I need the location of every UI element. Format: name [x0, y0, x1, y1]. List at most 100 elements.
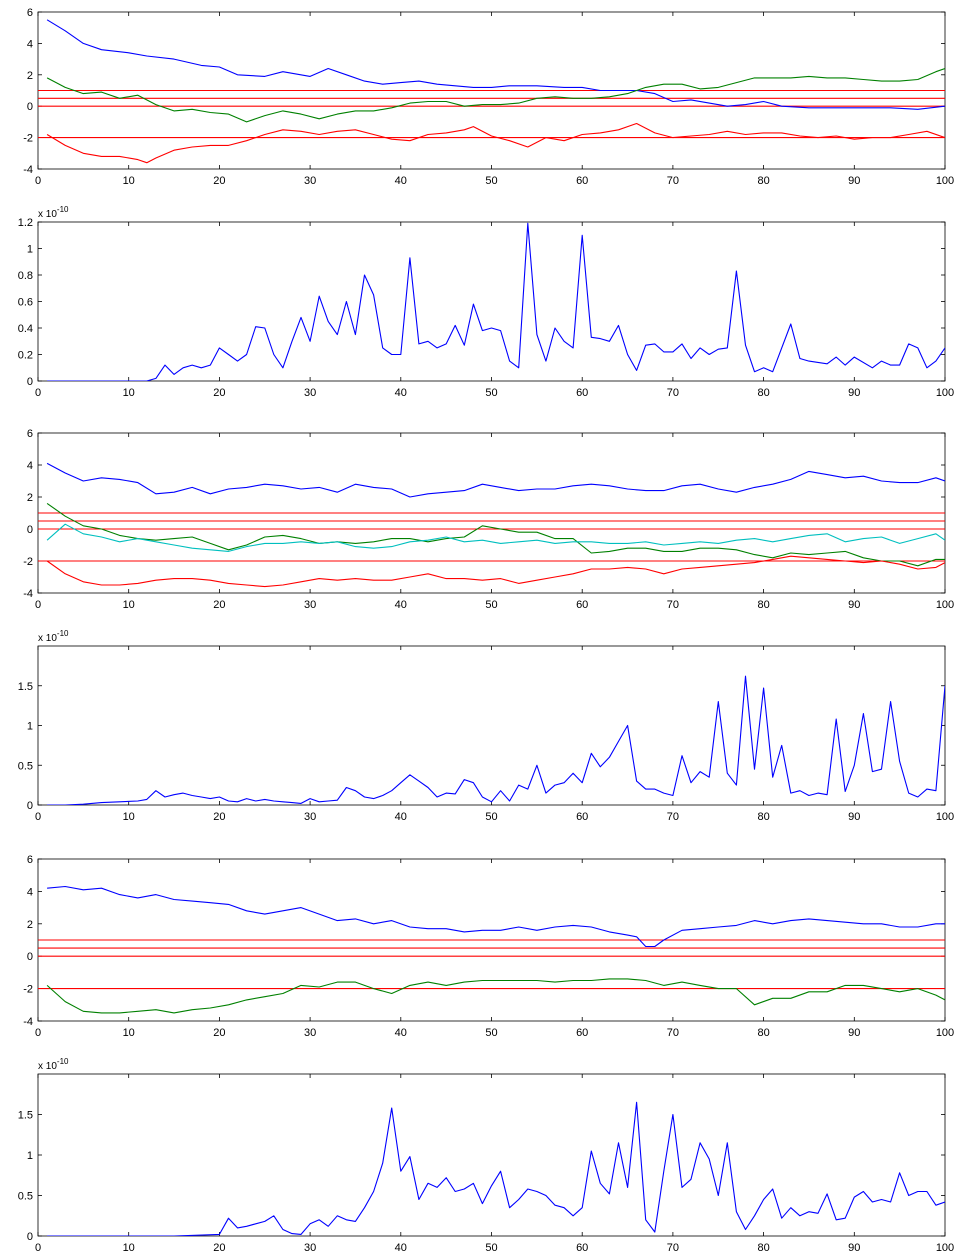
x-tick-label: 0	[35, 1242, 41, 1254]
x-tick-label: 50	[485, 1242, 497, 1254]
chart-panel-6: 0 10 20 30 40 50 60 70 80 90 100 0 0.5 1 1.5 x 10-10	[18, 1057, 954, 1254]
blue-series-line	[47, 675, 945, 805]
x-tick-label: 20	[213, 1027, 225, 1039]
y-exponent-label: x 10-10	[38, 205, 69, 220]
x-tick-label: 30	[304, 811, 316, 823]
y-tick-label: -4	[23, 164, 33, 176]
y-tick-label: -2	[23, 556, 33, 568]
x-tick-label: 90	[848, 1242, 860, 1254]
x-tick-label: 70	[667, 599, 679, 611]
x-tick-label: 50	[485, 1027, 497, 1039]
cyan-series-line	[46, 523, 945, 552]
blue-series-line	[46, 462, 945, 498]
y-tick-label: 0.2	[18, 350, 33, 362]
x-tick-label: 90	[848, 175, 860, 187]
x-tick-label: 80	[757, 811, 769, 823]
y-tick-label: 1	[27, 721, 33, 733]
x-tick-label: 20	[213, 599, 225, 611]
x-tick-label: 40	[395, 1242, 407, 1254]
blue-series-line	[47, 885, 945, 948]
y-tick-label: 6	[27, 854, 33, 866]
x-tick-label: 90	[848, 599, 860, 611]
x-tick-label: 10	[123, 599, 135, 611]
blue-series-line	[46, 19, 945, 110]
x-tick-label: 70	[667, 1027, 679, 1039]
y-tick-label: 1	[27, 1150, 33, 1162]
y-tick-label: 0	[27, 376, 33, 388]
green-series-line	[46, 67, 945, 123]
x-tick-label: 30	[304, 387, 316, 399]
chart-panel-3: 0 10 20 30 40 50 60 70 80 90 100 -4 -2 0 2 4 6	[23, 428, 954, 611]
x-tick-label: 100	[936, 811, 954, 823]
y-tick-label: 1.5	[18, 681, 33, 693]
x-tick-label: 30	[304, 1242, 316, 1254]
x-tick-label: 60	[576, 1027, 588, 1039]
x-tick-label: 0	[35, 811, 41, 823]
y-tick-label: 0	[27, 951, 33, 963]
y-exponent-base: x 10	[38, 633, 57, 644]
y-tick-label: 0.5	[18, 760, 33, 772]
x-tick-label: 70	[667, 811, 679, 823]
x-tick-label: 70	[667, 175, 679, 187]
y-tick-label: 4	[27, 460, 33, 472]
y-tick-label: 0.8	[18, 270, 33, 282]
y-exponent-label: x 10-10	[38, 1057, 69, 1072]
x-tick-label: 0	[35, 175, 41, 187]
x-tick-label: 40	[395, 1027, 407, 1039]
x-tick-label: 40	[395, 811, 407, 823]
x-tick-label: 20	[213, 175, 225, 187]
red-series-line	[46, 122, 945, 164]
x-tick-label: 40	[395, 175, 407, 187]
y-exponent-base: x 10	[38, 1061, 57, 1072]
y-tick-label: 1.5	[18, 1110, 33, 1122]
x-tick-label: 50	[485, 811, 497, 823]
x-tick-label: 100	[936, 387, 954, 399]
x-tick-label: 20	[213, 387, 225, 399]
y-tick-label: 2	[27, 492, 33, 504]
x-tick-label: 70	[667, 387, 679, 399]
y-tick-label: 0	[27, 101, 33, 113]
y-tick-label: 0.6	[18, 297, 33, 309]
y-tick-label: 0.5	[18, 1191, 33, 1203]
x-tick-label: 60	[576, 811, 588, 823]
x-tick-label: 0	[35, 599, 41, 611]
red-series-line	[46, 555, 945, 588]
blue-series-line	[47, 1101, 945, 1236]
x-tick-label: 30	[304, 599, 316, 611]
x-tick-label: 0	[35, 387, 41, 399]
y-tick-label: 6	[27, 428, 33, 440]
x-tick-label: 60	[576, 599, 588, 611]
x-tick-label: 100	[936, 1027, 954, 1039]
x-tick-label: 60	[576, 387, 588, 399]
plot-frame	[37, 221, 946, 382]
x-tick-label: 80	[757, 599, 769, 611]
y-tick-label: 1.2	[18, 217, 33, 229]
x-tick-label: 90	[848, 1027, 860, 1039]
y-tick-label: 0	[27, 1231, 33, 1243]
green-series-line	[46, 978, 945, 1014]
y-tick-label: 0.4	[18, 323, 33, 335]
x-tick-label: 50	[485, 175, 497, 187]
x-tick-label: 40	[395, 387, 407, 399]
x-tick-label: 20	[213, 811, 225, 823]
x-tick-label: 10	[123, 1027, 135, 1039]
x-tick-label: 10	[123, 1242, 135, 1254]
y-tick-label: 2	[27, 70, 33, 82]
x-tick-label: 10	[123, 811, 135, 823]
x-tick-label: 10	[123, 387, 135, 399]
chart-panel-1: 0 10 20 30 40 50 60 70 80 90 100 -4 -2 0 2 4 6	[23, 7, 954, 187]
x-tick-label: 90	[848, 811, 860, 823]
y-tick-label: 4	[27, 38, 33, 50]
x-tick-label: 0	[35, 1027, 41, 1039]
x-tick-label: 100	[936, 175, 954, 187]
chart-panel-4: 0 10 20 30 40 50 60 70 80 90 100 0 0.5 1 1.5 x 10-10	[18, 629, 954, 823]
x-tick-label: 20	[213, 1242, 225, 1254]
x-tick-label: 80	[757, 1027, 769, 1039]
x-tick-label: 40	[395, 599, 407, 611]
y-tick-label: -4	[23, 588, 33, 600]
y-tick-label: -4	[23, 1016, 33, 1028]
y-exponent-base: x 10	[38, 209, 57, 220]
y-exponent-power: -10	[57, 629, 69, 638]
y-tick-label: 0	[27, 524, 33, 536]
